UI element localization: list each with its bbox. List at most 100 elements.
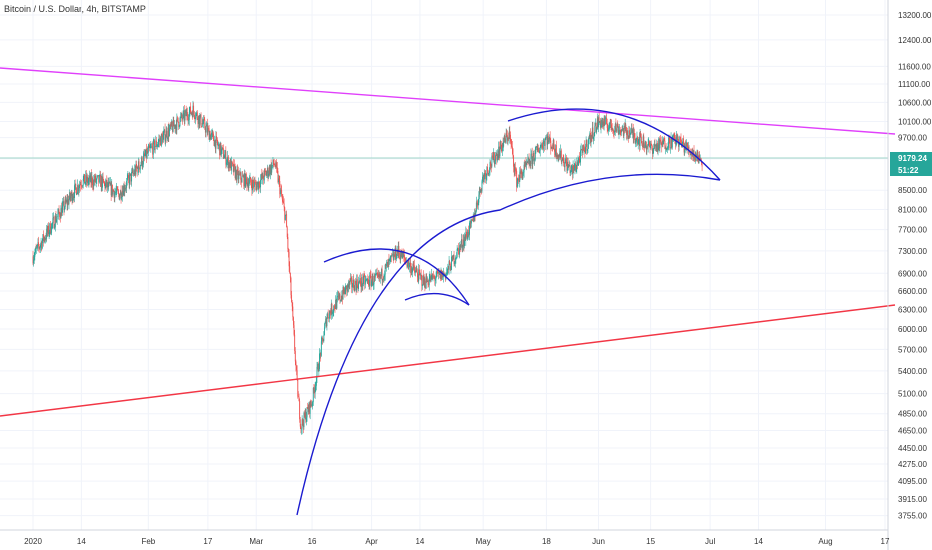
candle-body [124,187,126,190]
candle-body [410,268,412,273]
candle-body [319,353,321,354]
candle-body [251,185,253,191]
candle-body [469,221,471,223]
candle-body [239,173,240,175]
candle-body [465,231,467,236]
candle-body [547,135,549,145]
candle-body [88,178,90,182]
candle-body [226,162,227,165]
candle-body [457,247,459,249]
candle-body [235,170,237,181]
candle-body [517,178,519,181]
candle-body [530,153,532,166]
candle-body [95,179,97,182]
candle-body [199,114,201,118]
candle-body [258,181,260,189]
candle-body [496,154,498,161]
candle-body [61,208,62,216]
candle-body [183,110,185,121]
candle-body [427,280,429,285]
time-tick-label: May [476,537,491,546]
candle-body [625,124,627,128]
candle-body [554,148,555,152]
candle-body [228,162,230,169]
candle-body [229,162,231,168]
candle-body [569,165,571,173]
candle-body [396,250,398,259]
candle-body [249,177,251,180]
candle-body [564,161,566,168]
candle-body [151,146,153,148]
candle-body [634,137,636,143]
candle-body [284,214,286,220]
candle-body [588,138,590,139]
candle-body [105,180,107,184]
candle-body [656,143,658,152]
candle-body [89,175,91,182]
candle-body [394,254,395,257]
candle-body [395,248,397,260]
candle-body [647,143,649,148]
candle-body [565,159,567,163]
candle-body [137,167,139,173]
candle-body [536,146,537,148]
arc-small-upper[interactable] [323,248,470,306]
candle-body [557,154,559,159]
candle-body [75,187,77,195]
candle-body [381,269,382,277]
candle-body [53,216,54,219]
candle-body [510,141,512,144]
candle-body [234,166,236,179]
candle-body [675,141,677,145]
resistance-trendline[interactable] [0,67,896,135]
arc-drawing-large[interactable] [297,170,720,515]
candle-body [43,234,44,242]
candle-body [500,140,501,149]
support-trendline[interactable] [0,304,896,417]
candle-body [56,216,58,220]
candle-body [120,190,122,199]
candle-body [317,364,319,367]
candle-body [128,175,129,178]
candle-body [131,170,133,172]
candle-body [460,244,462,248]
candle-body [98,175,100,183]
candle-body [387,262,389,268]
candle-body [302,419,304,424]
candle-body [684,145,686,153]
candle-body [481,181,483,192]
arc-large-upper[interactable] [507,108,721,181]
candle-body [562,157,564,159]
candle-body [176,117,178,131]
arc-large-lower[interactable] [296,173,721,516]
candle-body [383,277,385,280]
candle-body [482,175,484,177]
candle-body [152,140,154,155]
candle-body [208,127,209,129]
candle-body [259,185,261,188]
price-tick-label: 7300.00 [898,247,927,256]
candle-body [377,274,379,278]
candle-body [576,162,578,166]
candle-body [318,369,320,372]
candle-body [598,117,599,128]
candle-body [635,139,637,142]
candle-body [511,146,513,149]
price-axis[interactable]: 13200.00 12400.00 11600.00 11100.00 10600.00… [898,11,932,521]
candle-body [462,247,464,248]
candle-body [416,269,418,273]
arc-small-closing[interactable] [404,292,470,306]
candle-body [64,199,66,208]
candle-body [306,407,308,418]
candle-body [245,174,247,179]
candle-body [545,136,547,138]
candle-body [400,256,402,260]
candle-body [53,216,55,229]
time-axis[interactable]: 2020 14 Feb 17 Mar 16 Apr 14 May 18 Jun 15 Jul 14 Aug 1… [24,537,890,546]
countdown-tag-bg [890,164,932,176]
candle-body [297,379,299,397]
candle-body [576,162,578,169]
candle-body [142,155,144,165]
candle-body [583,144,585,146]
